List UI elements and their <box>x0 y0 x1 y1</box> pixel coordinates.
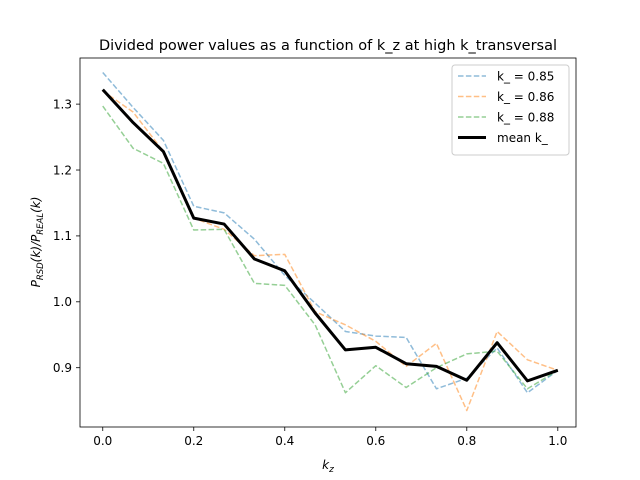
y-tick-label: 0.9 <box>53 361 72 375</box>
y-tick-label: 1.1 <box>53 229 72 243</box>
x-axis-label: kz <box>322 458 334 475</box>
legend-label: k_ = 0.88 <box>497 110 554 124</box>
chart-title: Divided power values as a function of k_… <box>99 38 557 54</box>
y-tick-label: 1.2 <box>53 163 72 177</box>
ticks-layer: 0.0 0.2 0.4 0.6 0.8 1.0 0.9 1.0 1.1 1.2 1.3 <box>53 97 567 448</box>
series-layer <box>101 72 559 412</box>
x-tick-label: 0.6 <box>366 434 385 448</box>
legend-label: k_ = 0.85 <box>497 69 554 83</box>
x-tick-label: 0.2 <box>184 434 203 448</box>
legend: k_ = 0.85 k_ = 0.86 k_ = 0.88 mean k_ <box>451 64 570 156</box>
y-tick-label: 1.0 <box>53 295 72 309</box>
series-line-3 <box>101 88 559 383</box>
legend-box <box>451 64 570 156</box>
x-tick-label: 0.0 <box>93 434 112 448</box>
series-line-2 <box>102 105 559 394</box>
x-tick-label: 0.4 <box>275 434 294 448</box>
legend-label: k_ = 0.86 <box>497 90 554 104</box>
x-tick-label: 1.0 <box>548 434 567 448</box>
y-tick-label: 1.3 <box>53 97 72 111</box>
x-tick-label: 0.8 <box>457 434 476 448</box>
axes-frame <box>79 57 577 428</box>
legend-label: mean k_ <box>497 131 549 145</box>
